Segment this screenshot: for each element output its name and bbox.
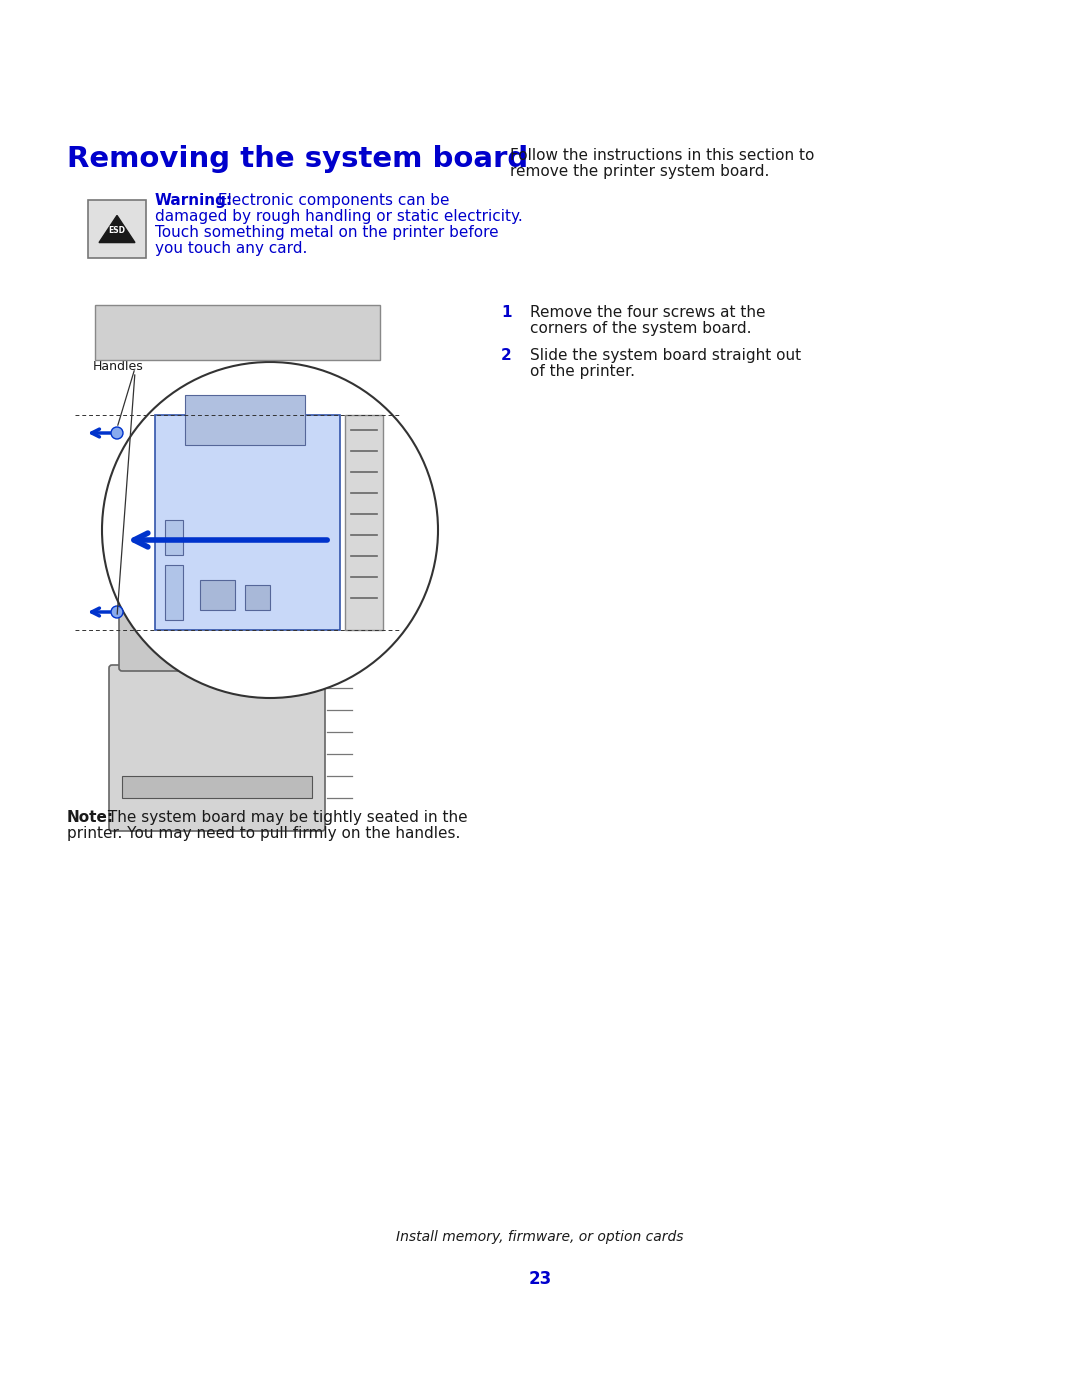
Bar: [245, 585, 270, 610]
Bar: [185, 395, 305, 446]
Bar: [95, 305, 380, 360]
Text: 2: 2: [501, 348, 512, 363]
Text: Remove the four screws at the: Remove the four screws at the: [530, 305, 766, 320]
Text: corners of the system board.: corners of the system board.: [530, 321, 752, 337]
Bar: [200, 580, 235, 610]
Circle shape: [111, 606, 123, 617]
FancyBboxPatch shape: [109, 665, 325, 831]
Text: remove the printer system board.: remove the printer system board.: [510, 163, 769, 179]
Text: of the printer.: of the printer.: [530, 365, 635, 379]
Circle shape: [102, 362, 438, 698]
Polygon shape: [99, 215, 135, 243]
Text: Note:: Note:: [67, 810, 114, 826]
Bar: [165, 520, 183, 555]
Bar: [122, 775, 312, 798]
Circle shape: [111, 427, 123, 439]
Text: 23: 23: [528, 1270, 552, 1288]
Bar: [165, 564, 183, 620]
Bar: [156, 415, 340, 630]
Text: you touch any card.: you touch any card.: [156, 242, 308, 256]
Text: Removing the system board: Removing the system board: [67, 145, 528, 173]
Text: ESD: ESD: [108, 226, 125, 235]
Text: damaged by rough handling or static electricity.: damaged by rough handling or static elec…: [156, 210, 523, 224]
Bar: [87, 200, 146, 258]
Text: Handles: Handles: [93, 360, 144, 373]
Text: printer. You may need to pull firmly on the handles.: printer. You may need to pull firmly on …: [67, 826, 460, 841]
Text: Touch something metal on the printer before: Touch something metal on the printer bef…: [156, 225, 499, 240]
Text: Install memory, firmware, or option cards: Install memory, firmware, or option card…: [396, 1229, 684, 1243]
Text: Warning:: Warning:: [156, 193, 233, 208]
Text: Electronic components can be: Electronic components can be: [213, 193, 449, 208]
Text: The system board may be tightly seated in the: The system board may be tightly seated i…: [103, 810, 468, 826]
Bar: [345, 415, 383, 630]
Text: 1: 1: [501, 305, 512, 320]
Bar: [297, 458, 315, 668]
Text: Follow the instructions in this section to: Follow the instructions in this section …: [510, 148, 814, 163]
Text: Slide the system board straight out: Slide the system board straight out: [530, 348, 801, 363]
FancyBboxPatch shape: [119, 564, 315, 671]
